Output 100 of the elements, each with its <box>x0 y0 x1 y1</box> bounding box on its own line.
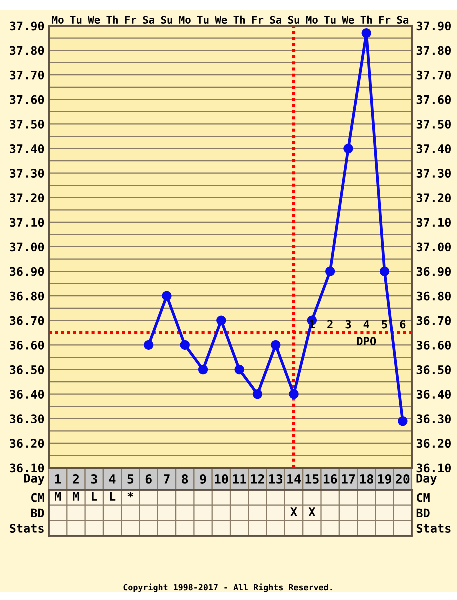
point <box>144 340 154 350</box>
y-tick-label: 36.60 <box>10 340 44 350</box>
text: Th <box>106 16 118 24</box>
point <box>362 28 372 38</box>
y2-tick-label: 37.20 <box>416 194 451 203</box>
x2-tick-label: 3 <box>346 320 352 329</box>
x-tick-label: 7 <box>164 474 170 484</box>
text: Fr <box>379 16 391 24</box>
y2-tick-label: 36.70 <box>416 316 451 326</box>
x-tick-label: 19 <box>378 474 392 484</box>
y2-tick-label: 36.10 <box>416 464 451 473</box>
y-tick-label: 37.00 <box>10 242 44 252</box>
text: Tu <box>70 16 82 24</box>
text: Sa <box>270 16 282 24</box>
y2-tick-label: 36.80 <box>416 292 451 301</box>
text: L <box>92 492 98 501</box>
y-tick-label: 37.20 <box>10 194 44 203</box>
y-tick-label: 36.30 <box>10 414 44 424</box>
x-tick-label: 3 <box>91 474 98 484</box>
point <box>216 316 226 326</box>
y-tick-label: 37.10 <box>10 218 44 228</box>
x2-tick-label: 2 <box>328 320 333 329</box>
text: M <box>55 492 62 501</box>
y2-tick-label: 37.90 <box>416 22 451 31</box>
x-tick-label: 14 <box>288 474 301 484</box>
text: X <box>308 508 316 516</box>
y2-tick-label: 36.50 <box>416 366 451 374</box>
y-tick-label: 36.10 <box>10 464 44 473</box>
y-tick-label: 37.40 <box>10 144 44 154</box>
y2-tick-label: BD <box>416 508 430 518</box>
text: Tu <box>197 16 209 24</box>
point <box>234 364 244 375</box>
point <box>180 340 190 350</box>
text: Th <box>234 16 246 24</box>
y2-tick-label: 36.40 <box>416 390 451 399</box>
x-tick-label: 2 <box>73 474 79 484</box>
text: * <box>128 492 134 498</box>
x-tick-label: 18 <box>360 474 374 484</box>
y-tick-label: Stats <box>10 524 44 533</box>
y-tick-label: CM <box>31 493 44 502</box>
text: Mo <box>179 16 191 24</box>
y-tick-label: 36.40 <box>10 390 44 399</box>
x2-tick-label: 1 <box>310 320 315 329</box>
point <box>252 389 263 400</box>
y2-tick-label: 37.60 <box>416 95 451 104</box>
x-tick-label: 12 <box>251 474 264 484</box>
y-tick-label: 36.80 <box>10 292 44 301</box>
text: Copyright 1998-2017 - All Rights Reserved. <box>124 584 332 592</box>
y2-tick-label: 37.00 <box>416 242 451 252</box>
x2-tick-label: 5 <box>382 320 388 329</box>
y-tick-label: 37.30 <box>10 169 44 178</box>
x-tick-label: 10 <box>215 474 228 484</box>
y-tick-label: 36.90 <box>10 267 44 276</box>
y2-tick-label: 37.50 <box>416 120 451 129</box>
y-tick-label: 37.60 <box>10 95 44 104</box>
point <box>162 291 172 301</box>
y2-tick-label: 37.30 <box>416 169 451 178</box>
text: Su <box>288 16 300 24</box>
point <box>380 266 390 276</box>
text: We <box>215 16 228 24</box>
y-tick-label: 37.80 <box>10 46 44 56</box>
text: Th <box>360 16 372 24</box>
text: Mo <box>52 16 64 24</box>
y-tick-label: 36.50 <box>10 366 44 374</box>
x-tick-label: 11 <box>233 474 247 484</box>
x-tick-label: 15 <box>306 474 319 484</box>
text: Sa <box>143 16 154 24</box>
y2-tick-label: 36.90 <box>416 267 451 276</box>
y2-tick-label: 36.20 <box>416 439 451 448</box>
text: X <box>290 508 298 516</box>
x-tick-label: 16 <box>324 474 338 484</box>
y-tick-label: 37.50 <box>10 120 44 129</box>
y2-tick-label: 37.80 <box>416 46 451 56</box>
point <box>198 364 208 375</box>
x-tick-label: 13 <box>270 474 283 484</box>
point <box>398 416 408 426</box>
y2-tick-label: 36.30 <box>416 414 451 424</box>
y2-tick-label: 37.10 <box>416 218 451 228</box>
y-tick-label: 36.70 <box>10 316 44 326</box>
x-tick-label: 5 <box>128 474 134 484</box>
x-tick-label: 1 <box>55 474 62 484</box>
text: Sa <box>397 16 409 24</box>
x-tick-label: 20 <box>396 474 410 484</box>
x-tick-label: 17 <box>342 474 356 484</box>
text: Fr <box>252 16 264 24</box>
text: L <box>110 492 116 501</box>
x-tick-label: 6 <box>146 474 152 484</box>
y-tick-label: BD <box>31 508 44 518</box>
y2-tick-label: 37.40 <box>416 144 451 154</box>
x2-axis-title: DPO <box>357 337 376 346</box>
text: Tu <box>324 16 336 24</box>
point <box>344 144 354 154</box>
text: Fr <box>125 16 137 24</box>
text: We <box>342 16 354 24</box>
text: Mo <box>306 16 318 24</box>
x2-tick-label: 4 <box>364 320 370 329</box>
text: Su <box>161 16 172 24</box>
y-tick-label: 37.70 <box>10 70 44 80</box>
text: M <box>73 492 80 501</box>
point <box>325 266 336 276</box>
